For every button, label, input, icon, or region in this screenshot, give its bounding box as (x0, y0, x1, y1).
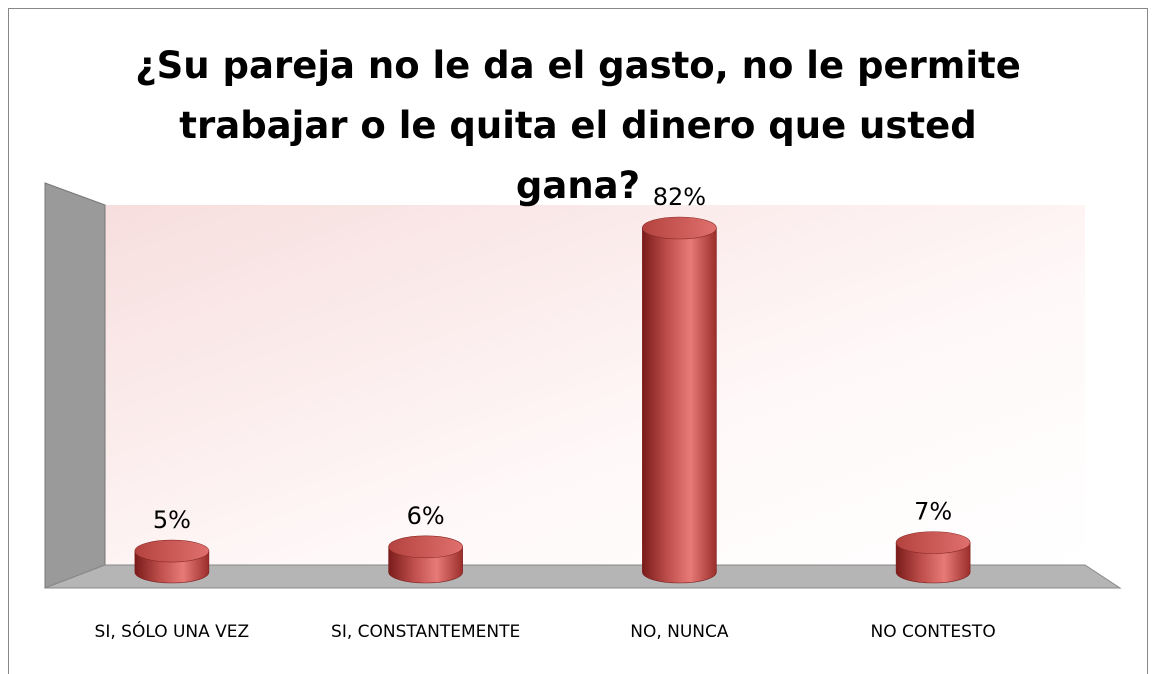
bar-top (895, 531, 971, 554)
floor (44, 564, 1122, 589)
x-tick-label: NO CONTESTO (871, 622, 996, 642)
x-tick-label: SI, SÓLO UNA VEZ (95, 620, 250, 642)
value-label: 6% (407, 502, 445, 530)
bar-body (895, 542, 971, 584)
bar (134, 539, 210, 584)
bar (388, 535, 463, 584)
value-label: 5% (153, 506, 191, 534)
x-tick-label: SI, CONSTANTEMENTE (331, 622, 520, 642)
bar-body (642, 227, 717, 584)
bar-top (642, 216, 717, 240)
bar (642, 216, 717, 584)
x-tick-label: NO, NUNCA (630, 622, 729, 642)
back-wall (105, 205, 1085, 565)
bar-top (134, 539, 210, 563)
value-label: 7% (914, 498, 952, 526)
chart-title: ¿Su pareja no le da el gasto, no le perm… (135, 44, 1021, 207)
bar (895, 531, 971, 584)
frame (8, 8, 1148, 674)
bar-top (388, 535, 463, 559)
value-label: 82% (653, 183, 706, 211)
side-wall (44, 182, 106, 589)
